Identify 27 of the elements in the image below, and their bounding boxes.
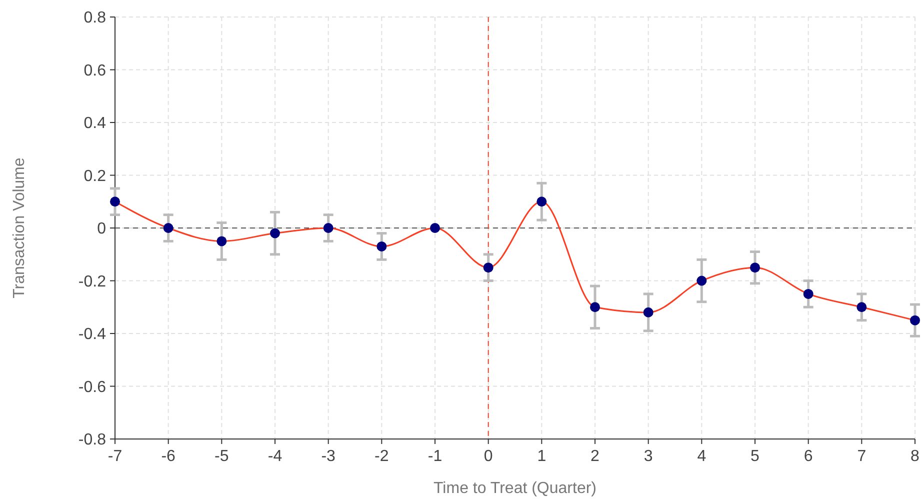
y-tick-label: -0.2 [78, 273, 106, 290]
x-tick-label: 0 [484, 448, 493, 465]
x-tick-label: -1 [428, 448, 442, 465]
y-tick-label: 0.2 [84, 168, 106, 185]
x-tick-label: 8 [910, 448, 920, 465]
x-tick-label: -2 [374, 448, 389, 465]
x-axis-title: Time to Treat (Quarter) [434, 480, 596, 497]
x-tick-label: 3 [644, 448, 653, 465]
x-tick-label: 4 [697, 448, 706, 465]
y-axis-title: Transaction Volume [11, 157, 28, 298]
x-tick-label: -3 [321, 448, 336, 465]
x-tick-label: 5 [750, 448, 760, 465]
x-tick-label: 6 [804, 448, 813, 465]
x-tick-label: 1 [537, 448, 546, 465]
y-tick-label: -0.4 [78, 326, 106, 344]
x-tick-label: -6 [161, 448, 176, 465]
x-tick-label: -7 [108, 448, 122, 465]
y-tick-label: 0 [97, 220, 106, 238]
x-tick-label: -4 [268, 448, 282, 465]
x-tick-label: -5 [214, 448, 229, 465]
y-tick-label: -0.6 [78, 378, 106, 396]
x-tick-label: 7 [857, 448, 866, 465]
x-tick-label: 2 [590, 448, 600, 465]
y-tick-label: 0.8 [84, 10, 106, 27]
y-tick-label: 0.4 [84, 115, 106, 132]
y-tick-label: 0.6 [84, 62, 106, 80]
y-tick-label: -0.8 [78, 432, 106, 449]
